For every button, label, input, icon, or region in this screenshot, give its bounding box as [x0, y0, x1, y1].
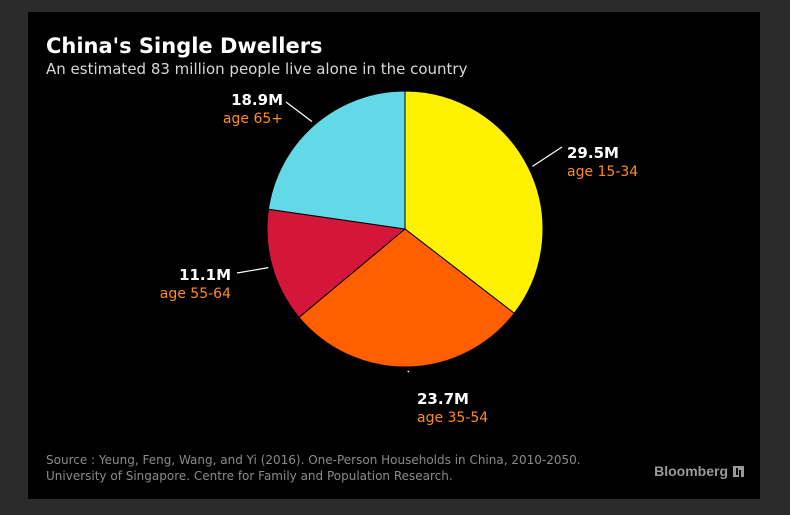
slice-value-label-0: 29.5M: [567, 144, 619, 162]
pie-slice-2: [266, 208, 407, 319]
chart-title: China's Single Dwellers: [46, 34, 323, 58]
chart-panel: China's Single Dwellers An estimated 83 …: [28, 12, 760, 499]
slice-category-label-0: age 15-34: [567, 164, 638, 180]
slice-value-label-3: 18.9M: [231, 91, 283, 109]
pie-slice-1: [298, 228, 515, 368]
source-line-1: Source : Yeung, Feng, Wang, and Yi (2016…: [46, 453, 581, 467]
leader-line-0: [532, 146, 563, 167]
slice-category-label-2: age 55-64: [160, 286, 231, 302]
brand-name: Bloomberg: [654, 463, 728, 479]
bloomberg-terminal-icon: [733, 465, 744, 477]
pie-chart: 29.5M age 15-34 23.7M age 35-54 11.1M ag…: [160, 90, 638, 426]
leader-line-1: [407, 370, 410, 373]
chart-subtitle: An estimated 83 million people live alon…: [46, 60, 468, 78]
pie-slices: [266, 90, 544, 368]
pie-slice-3: [267, 90, 406, 230]
slice-category-label-1: age 35-54: [417, 410, 488, 426]
slice-category-label-3: age 65+: [223, 111, 283, 127]
leader-lines: [236, 101, 563, 373]
pie-slice-0: [404, 90, 544, 314]
leader-line-3: [285, 101, 313, 123]
slice-value-label-2: 11.1M: [179, 266, 231, 284]
source-note: Source : Yeung, Feng, Wang, and Yi (2016…: [46, 452, 581, 484]
leader-line-2: [236, 267, 269, 274]
slice-value-label-1: 23.7M: [417, 390, 469, 408]
brand-logo: Bloomberg: [654, 463, 744, 479]
source-line-2: University of Singapore. Centre for Fami…: [46, 469, 453, 483]
